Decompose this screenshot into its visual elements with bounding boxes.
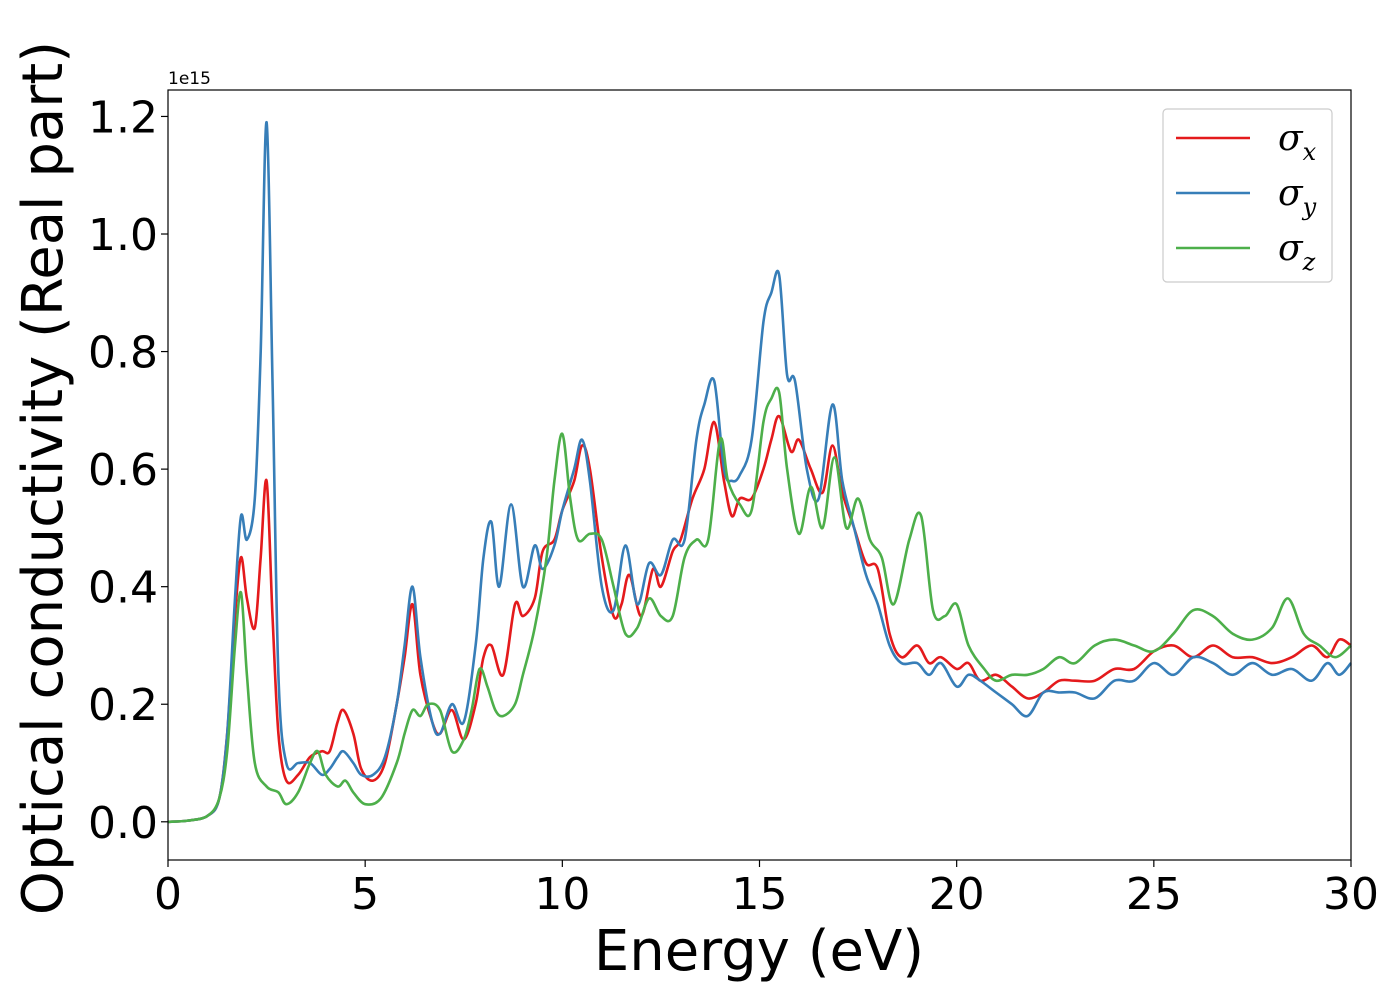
legend-symbol: σ	[1278, 118, 1304, 159]
y-tick-label: 0.8	[88, 328, 158, 379]
legend-subscript: z	[1302, 248, 1316, 276]
y-tick-label: 0.6	[88, 445, 158, 496]
y-tick-label: 0.4	[88, 563, 158, 614]
series-line-y	[167, 120, 1352, 824]
legend-symbol: σ	[1278, 228, 1304, 269]
y-tick-label: 1.0	[88, 210, 158, 261]
x-tick-label: 15	[732, 869, 788, 920]
legend-subscript: x	[1303, 138, 1317, 166]
legend-box	[1162, 108, 1333, 283]
x-tick-label: 25	[1126, 869, 1182, 920]
series-layer	[167, 120, 1352, 824]
y-axis-label: Optical conductivity (Real part)	[11, 41, 76, 915]
y-tick-label: 1.2	[88, 92, 158, 143]
x-tick-label: 5	[351, 869, 379, 920]
x-tick-label: 10	[534, 869, 590, 920]
x-tick-label: 0	[154, 869, 182, 920]
y-tick-label: 0.2	[88, 680, 158, 731]
x-axis-label: Energy (eV)	[594, 919, 924, 984]
x-tick-label: 20	[929, 869, 985, 920]
legend-symbol: σ	[1278, 173, 1304, 214]
legend-subscript: y	[1302, 193, 1317, 221]
ticks-layer: 0 5 10 15 20 25 30 0.0 0.2 0.4 0.6 0.8 1.0 1.2	[88, 92, 1379, 920]
series-line-z	[167, 386, 1352, 824]
legend-label-x: σx	[1278, 118, 1317, 166]
x-tick-label: 30	[1323, 869, 1379, 920]
y-offset-label: 1e15	[168, 69, 211, 89]
y-tick-label: 0.0	[88, 798, 158, 849]
legend-label-y: σy	[1278, 173, 1317, 221]
legend-label-z: σz	[1278, 228, 1316, 276]
